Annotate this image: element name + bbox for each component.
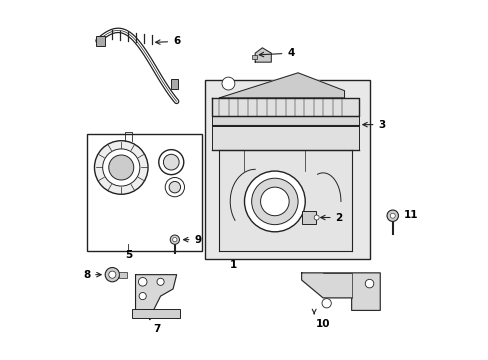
Circle shape	[244, 171, 305, 232]
Text: 7: 7	[153, 324, 161, 334]
Circle shape	[159, 150, 183, 175]
Circle shape	[108, 155, 134, 180]
Circle shape	[365, 279, 373, 288]
Text: 3: 3	[362, 120, 385, 130]
Text: 1: 1	[230, 260, 237, 270]
Bar	[252, 55, 256, 59]
Circle shape	[389, 213, 394, 218]
Circle shape	[163, 154, 179, 170]
Circle shape	[172, 238, 177, 242]
Text: 5: 5	[124, 249, 132, 260]
Circle shape	[386, 210, 398, 221]
Circle shape	[322, 298, 331, 308]
Circle shape	[169, 181, 180, 193]
Polygon shape	[219, 73, 344, 98]
Bar	[205, 80, 369, 258]
Bar	[212, 116, 358, 125]
Circle shape	[102, 149, 140, 186]
Bar	[301, 211, 315, 224]
Bar	[96, 36, 105, 46]
Text: 6: 6	[155, 36, 180, 46]
Bar	[132, 309, 180, 318]
Bar	[87, 134, 201, 251]
Circle shape	[170, 235, 179, 244]
Text: 2: 2	[320, 212, 342, 222]
Circle shape	[138, 278, 147, 286]
Bar	[171, 79, 177, 89]
Text: 8: 8	[83, 270, 101, 280]
Circle shape	[260, 187, 288, 216]
Circle shape	[165, 177, 184, 197]
Bar	[119, 272, 126, 278]
Circle shape	[157, 278, 164, 285]
Text: 4: 4	[259, 48, 294, 58]
Polygon shape	[135, 275, 176, 310]
Circle shape	[108, 271, 116, 278]
Text: 11: 11	[403, 210, 417, 220]
Text: 9: 9	[183, 235, 201, 245]
Circle shape	[105, 267, 119, 282]
Bar	[212, 126, 358, 150]
Circle shape	[94, 141, 148, 194]
Polygon shape	[301, 273, 380, 310]
Text: 10: 10	[315, 319, 330, 329]
Circle shape	[139, 293, 146, 300]
Bar	[219, 150, 351, 251]
Circle shape	[251, 178, 298, 225]
Polygon shape	[212, 98, 358, 116]
Polygon shape	[255, 48, 271, 62]
Circle shape	[313, 215, 319, 220]
Circle shape	[222, 77, 234, 90]
